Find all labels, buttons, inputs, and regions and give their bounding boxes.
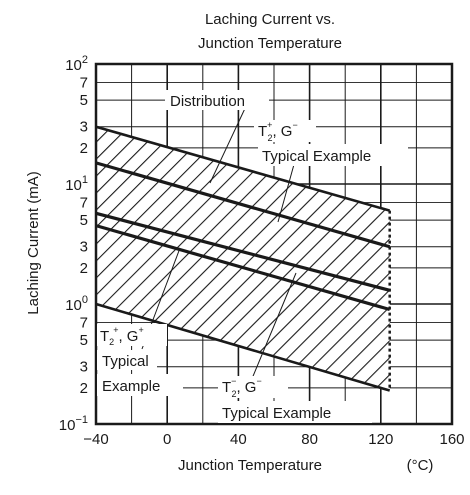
y-tick-label: 3: [80, 359, 88, 376]
y-decade-label: 10−1: [59, 414, 88, 434]
y-axis-label: Laching Current (mA): [25, 171, 42, 314]
y-tick-label: 2: [80, 260, 88, 277]
x-tick-label: 160: [439, 431, 464, 448]
x-tick-label: −40: [83, 431, 108, 448]
y-tick-label: 3: [80, 239, 88, 256]
t2-minus-g-minus-desc: Typical Example: [222, 405, 331, 422]
x-tick-label: 80: [301, 431, 318, 448]
t2-plus-g-plus-desc-1: Typical: [102, 353, 149, 370]
y-tick-label: 5: [80, 212, 88, 229]
y-tick-label: 7: [80, 195, 88, 212]
distribution-label: Distribution: [170, 93, 245, 110]
y-decade-label: 100: [65, 294, 88, 314]
series-line-1: [96, 125, 391, 212]
t2-plus-g-plus-label: T2+, G+: [100, 325, 144, 347]
y-tick-label: 5: [80, 332, 88, 349]
x-axis-label: Junction Temperature: [178, 457, 322, 474]
x-tick-label: 0: [163, 431, 171, 448]
t2-plus-g-minus-label: T+ 2, G−: [258, 120, 298, 143]
x-tick-label: 120: [368, 431, 393, 448]
y-decade-label: 101: [65, 174, 88, 194]
y-decade-label: 102: [65, 54, 88, 74]
y-tick-label: 7: [80, 75, 88, 92]
series-line-3: [96, 211, 391, 292]
t2-minus-g-minus-label: T− 2, G−: [222, 376, 262, 399]
series-line-4: [96, 224, 391, 312]
x-axis-unit: (°C): [407, 457, 434, 474]
chart-title-line-2: Junction Temperature: [198, 35, 342, 52]
series-lines: [96, 125, 391, 392]
t2-plus-g-plus-desc-2: Example: [102, 378, 160, 395]
y-tick-label: 7: [80, 315, 88, 332]
y-tick-label: 3: [80, 119, 88, 136]
y-tick-label: 2: [80, 140, 88, 157]
y-tick-label: 2: [80, 380, 88, 397]
x-tick-labels: −40 0 40 80 120 160: [83, 431, 464, 448]
x-tick-label: 40: [230, 431, 247, 448]
series-line-2: [96, 161, 391, 249]
series-line-5: [96, 302, 391, 392]
plot-frame: [94, 62, 454, 426]
chart-title-line-1: Laching Current vs.: [205, 11, 335, 28]
y-tick-label: 5: [80, 92, 88, 109]
t2-plus-g-minus-desc: Typical Example: [262, 148, 371, 165]
